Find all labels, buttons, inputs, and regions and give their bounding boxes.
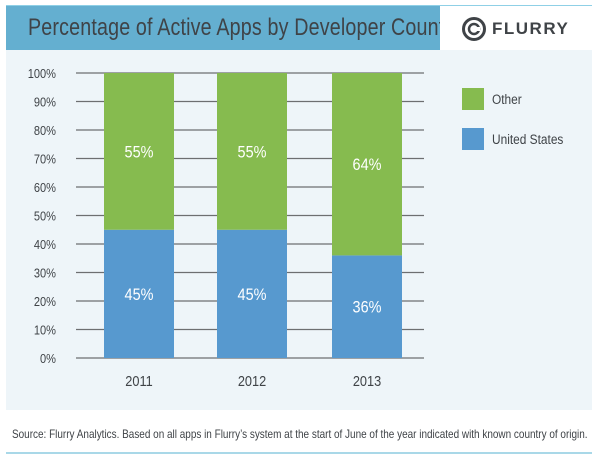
x-tick-label: 2011 — [125, 372, 153, 389]
source-note: Source: Flurry Analytics. Based on all a… — [12, 427, 588, 441]
bar-segment — [104, 73, 174, 230]
x-tick-label: 2013 — [353, 372, 382, 389]
data-label: 64% — [353, 156, 382, 174]
y-tick-label: 20% — [34, 294, 56, 309]
y-tick-label: 70% — [34, 152, 56, 167]
y-tick-label: 0% — [40, 351, 56, 366]
legend-swatch — [462, 128, 484, 150]
y-tick-label: 30% — [34, 266, 56, 281]
y-tick-label: 80% — [34, 123, 56, 138]
chart-title: Percentage of Active Apps by Developer C… — [28, 14, 462, 41]
data-label: 45% — [238, 286, 267, 304]
y-tick-label: 90% — [34, 95, 56, 110]
legend-label: United States — [492, 131, 564, 147]
y-tick-label: 50% — [34, 209, 56, 224]
bar-segment — [104, 229, 174, 358]
bottom-rule — [6, 452, 592, 454]
bar-segment — [217, 229, 287, 358]
data-label: 55% — [238, 143, 267, 161]
bar-segment — [332, 255, 402, 358]
y-tick-label: 60% — [34, 180, 56, 195]
data-label: 45% — [125, 286, 154, 304]
data-label: 55% — [125, 143, 154, 161]
logo-text: FLURRY — [492, 19, 570, 38]
x-tick-label: 2012 — [238, 372, 267, 389]
bar-segment — [332, 73, 402, 256]
y-tick-label: 40% — [34, 237, 56, 252]
bar-segment — [217, 73, 287, 230]
legend-swatch — [462, 88, 484, 110]
data-label: 36% — [353, 299, 382, 317]
title-banner: Percentage of Active Apps by Developer C… — [6, 6, 461, 50]
flurry-logo: FLURRY — [440, 6, 592, 50]
top-rule — [6, 5, 592, 6]
y-tick-label: 100% — [28, 66, 56, 81]
chart-area — [6, 50, 592, 410]
y-tick-label: 10% — [34, 323, 56, 338]
legend-label: Other — [492, 91, 522, 107]
flurry-swirl-icon — [462, 17, 486, 41]
